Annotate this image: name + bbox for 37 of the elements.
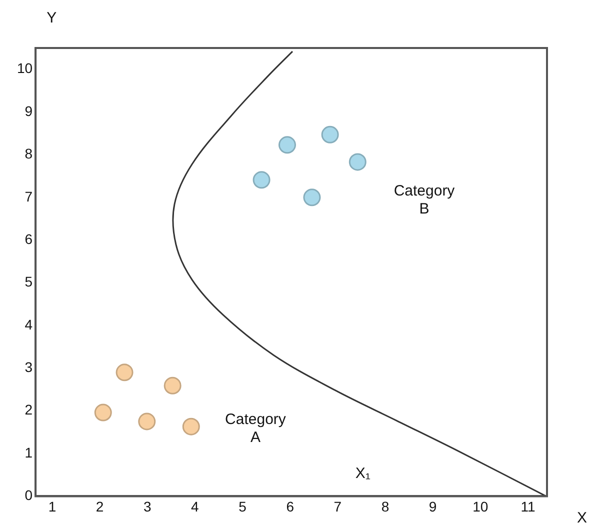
- point: [303, 188, 321, 206]
- x-tick-label: 9: [428, 498, 437, 514]
- x-tick-label: 1: [48, 498, 56, 514]
- y-tick-label: 0: [24, 487, 33, 504]
- point: [164, 376, 182, 394]
- point: [116, 364, 134, 382]
- point: [348, 153, 366, 171]
- y-tick-label: 2: [24, 402, 33, 418]
- annotation: Category B: [394, 182, 456, 218]
- x-tick-label: 10: [472, 498, 488, 514]
- annotation: Category A: [225, 411, 286, 446]
- point: [94, 404, 112, 422]
- point: [252, 171, 270, 189]
- x-tick-label: 2: [96, 498, 104, 514]
- point: [138, 412, 156, 430]
- y-tick-label: 6: [24, 230, 33, 247]
- point: [321, 126, 339, 144]
- x-tick-label: 8: [381, 498, 390, 514]
- y-tick-label: 4: [24, 316, 33, 332]
- x-tick-label: 11: [520, 498, 536, 514]
- x-tick-label: 7: [334, 498, 342, 514]
- y-tick-label: 10: [16, 60, 33, 76]
- x-axis-title: X: [577, 509, 588, 526]
- y-tick-label: 8: [24, 146, 33, 162]
- point: [182, 418, 200, 436]
- y-axis-title: Y: [46, 10, 57, 27]
- y-tick-label: 7: [24, 188, 33, 204]
- x-tick-label: 3: [143, 498, 152, 514]
- x-tick-label: 4: [191, 498, 200, 514]
- annotation: X₁: [355, 464, 370, 482]
- y-tick-label: 3: [24, 359, 33, 375]
- point: [278, 136, 296, 154]
- y-tick-label: 5: [24, 274, 33, 290]
- y-tick-label: 1: [24, 444, 33, 460]
- x-tick-label: 6: [286, 498, 294, 514]
- x-tick-label: 5: [238, 498, 247, 514]
- y-tick-label: 9: [24, 102, 33, 119]
